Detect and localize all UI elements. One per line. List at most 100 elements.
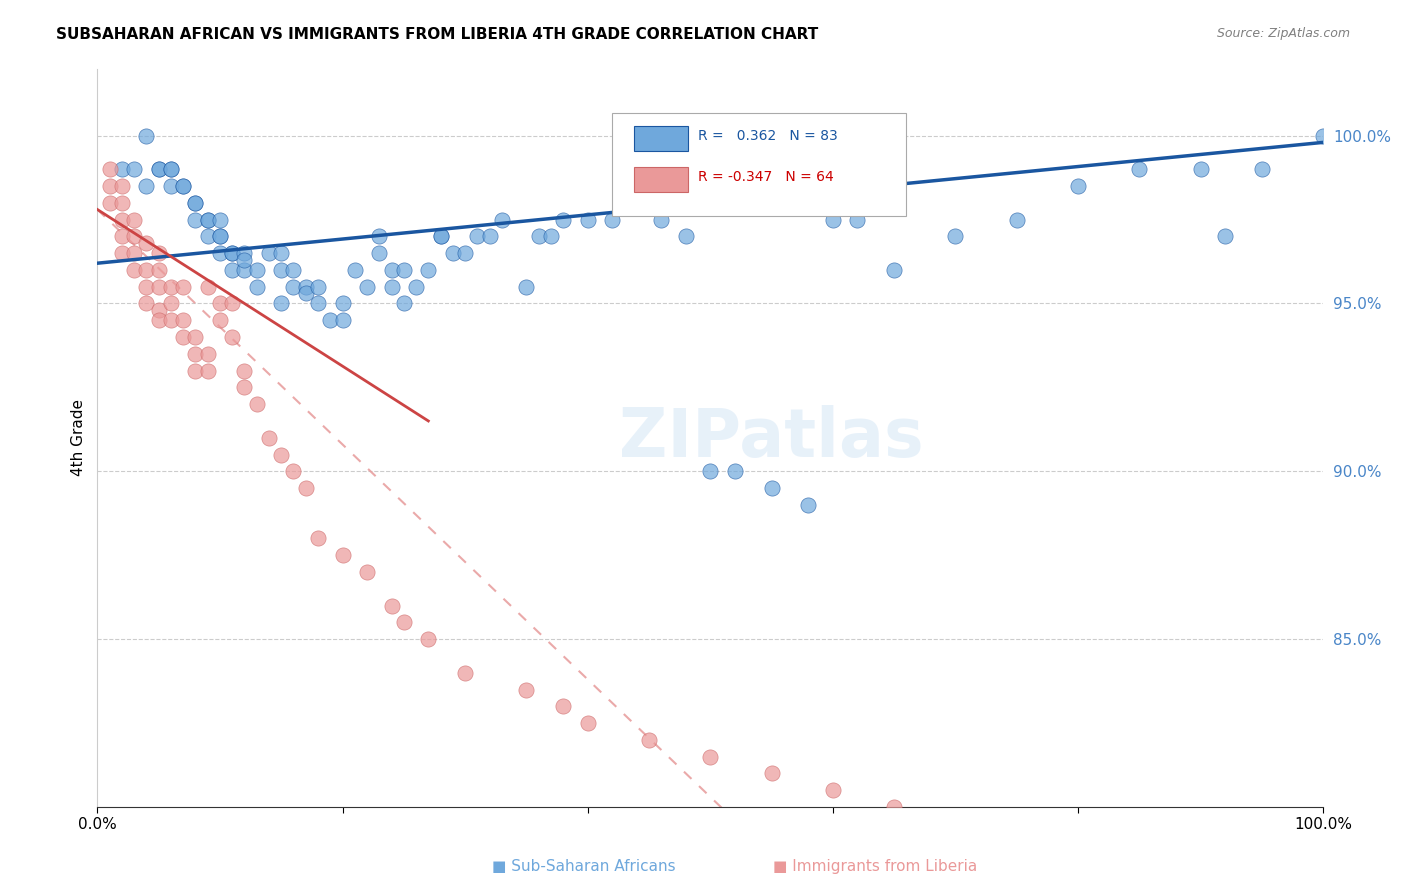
Y-axis label: 4th Grade: 4th Grade	[72, 400, 86, 476]
Point	[122, 162, 145, 177]
Point	[160, 162, 183, 177]
Point	[98, 195, 121, 210]
Point	[122, 246, 145, 260]
Point	[553, 212, 575, 227]
Point	[761, 481, 783, 495]
Point	[638, 732, 661, 747]
Point	[111, 212, 134, 227]
Point	[307, 532, 329, 546]
Point	[197, 229, 219, 244]
Point	[221, 296, 243, 310]
Point	[724, 464, 747, 478]
Point	[208, 229, 231, 244]
Point	[515, 279, 537, 293]
Point	[233, 263, 256, 277]
Point	[246, 263, 269, 277]
Point	[135, 279, 157, 293]
Point	[208, 296, 231, 310]
Text: ■ Sub-Saharan Africans: ■ Sub-Saharan Africans	[492, 859, 676, 874]
Point	[208, 229, 231, 244]
Point	[1005, 833, 1028, 847]
Point	[233, 380, 256, 394]
Point	[283, 464, 305, 478]
FancyBboxPatch shape	[634, 126, 689, 152]
Point	[527, 229, 550, 244]
Point	[257, 246, 280, 260]
Point	[392, 296, 415, 310]
Point	[98, 162, 121, 177]
Point	[368, 229, 391, 244]
Point	[418, 263, 440, 277]
Point	[160, 179, 183, 194]
Point	[307, 296, 329, 310]
Point	[540, 229, 562, 244]
Point	[148, 263, 170, 277]
Text: Source: ZipAtlas.com: Source: ZipAtlas.com	[1216, 27, 1350, 40]
Point	[846, 212, 869, 227]
Point	[208, 212, 231, 227]
Point	[553, 699, 575, 714]
Text: R =   0.362   N = 83: R = 0.362 N = 83	[697, 129, 838, 144]
Point	[478, 229, 501, 244]
Point	[283, 263, 305, 277]
Point	[221, 246, 243, 260]
Point	[111, 229, 134, 244]
Point	[111, 179, 134, 194]
Point	[197, 363, 219, 377]
Point	[600, 212, 623, 227]
Point	[283, 279, 305, 293]
Point	[332, 548, 354, 562]
Point	[172, 313, 194, 327]
Point	[454, 246, 477, 260]
Point	[160, 313, 183, 327]
Point	[821, 783, 844, 797]
Point	[294, 481, 316, 495]
Point	[307, 279, 329, 293]
Point	[515, 682, 537, 697]
Point	[576, 716, 599, 731]
Point	[1067, 850, 1090, 864]
Point	[319, 313, 342, 327]
FancyBboxPatch shape	[612, 112, 907, 216]
Point	[172, 179, 194, 194]
Point	[197, 279, 219, 293]
Point	[576, 212, 599, 227]
Point	[429, 229, 451, 244]
Point	[945, 229, 967, 244]
Point	[343, 263, 366, 277]
Point	[246, 279, 269, 293]
Point	[429, 229, 451, 244]
Point	[148, 303, 170, 318]
Point	[626, 195, 648, 210]
Point	[1251, 162, 1274, 177]
Point	[148, 279, 170, 293]
Text: SUBSAHARAN AFRICAN VS IMMIGRANTS FROM LIBERIA 4TH GRADE CORRELATION CHART: SUBSAHARAN AFRICAN VS IMMIGRANTS FROM LI…	[56, 27, 818, 42]
Point	[184, 212, 207, 227]
Point	[221, 330, 243, 344]
Point	[405, 279, 427, 293]
Point	[184, 363, 207, 377]
Point	[699, 749, 721, 764]
Point	[1189, 162, 1212, 177]
Point	[160, 296, 183, 310]
Point	[233, 246, 256, 260]
Point	[135, 296, 157, 310]
Point	[467, 229, 489, 244]
Text: ZIPatlas: ZIPatlas	[619, 405, 924, 471]
Point	[1005, 212, 1028, 227]
Point	[381, 263, 404, 277]
Point	[294, 286, 316, 301]
Point	[122, 263, 145, 277]
Point	[699, 464, 721, 478]
Point	[270, 296, 292, 310]
Point	[945, 817, 967, 831]
Point	[381, 279, 404, 293]
Point	[184, 195, 207, 210]
Point	[197, 212, 219, 227]
Point	[233, 252, 256, 267]
Point	[135, 128, 157, 143]
Point	[257, 431, 280, 445]
Point	[1067, 179, 1090, 194]
Point	[392, 263, 415, 277]
Point	[454, 665, 477, 680]
